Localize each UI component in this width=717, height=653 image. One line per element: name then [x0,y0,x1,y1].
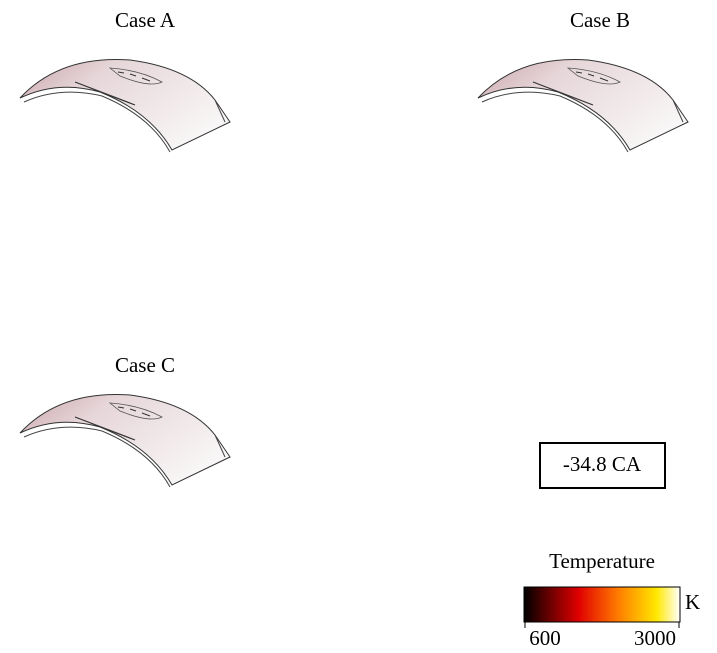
colorbar-title: Temperature [549,549,655,573]
colorbar-min: 600 [529,626,561,650]
figure: Case A Case B Case C -34.8 CA Temperatur… [0,0,717,653]
panel-label: Case A [115,8,176,32]
colorbar: Temperature K 600 3000 [524,549,700,650]
panel-b: Case B [478,8,688,152]
shell-render [20,59,230,152]
panel-a: Case A [20,8,230,152]
crank-angle-label: -34.8 CA [563,452,642,476]
panel-label: Case C [115,353,175,377]
shell-render [20,394,230,487]
panel-c: Case C [20,353,230,487]
colorbar-scale [524,587,680,622]
shell-render [478,59,688,152]
panel-label: Case B [570,8,630,32]
colorbar-max: 3000 [634,626,676,650]
colorbar-unit: K [685,590,700,614]
